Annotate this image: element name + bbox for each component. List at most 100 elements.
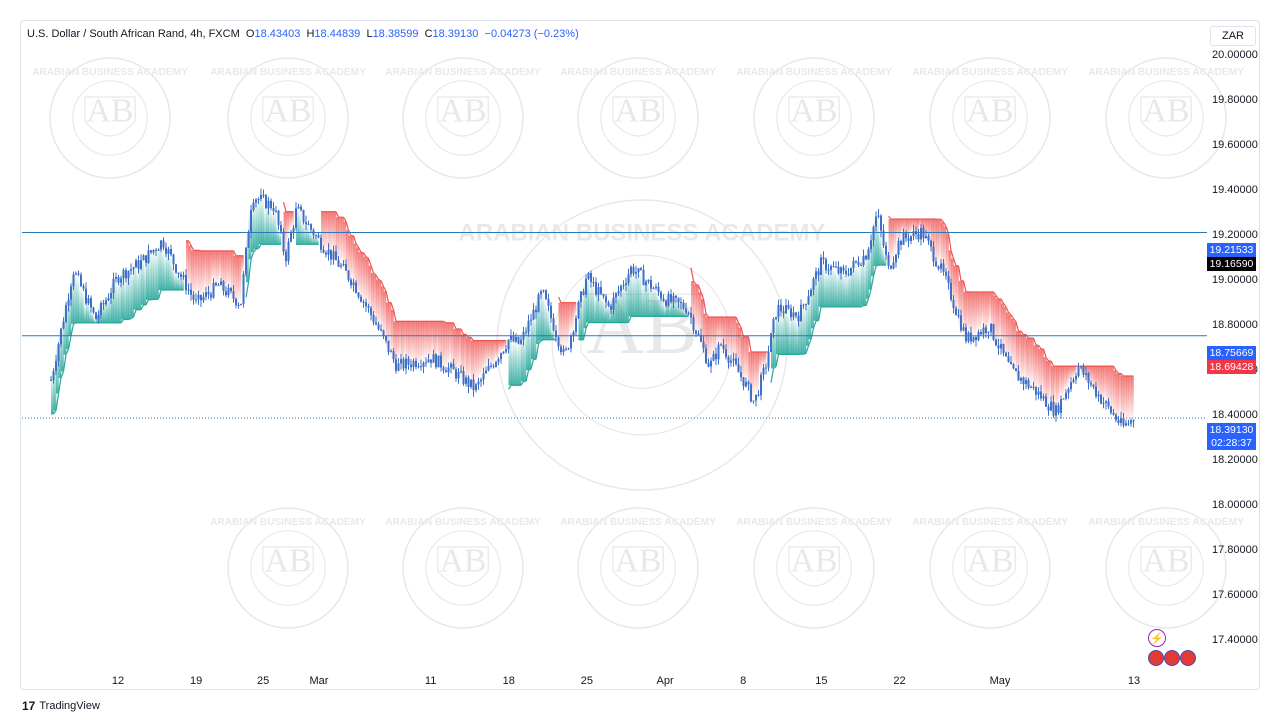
candle [202,292,205,304]
trailing-stop-segment [1128,376,1132,421]
trailing-stop-segment [1008,314,1012,365]
candle [297,203,300,209]
trailing-stop-line [508,384,512,390]
candle [1055,402,1058,422]
trailing-stop-segment [578,291,582,340]
candle [372,310,375,326]
candle [450,361,453,374]
trailing-stop-segment [418,321,422,367]
trailing-stop-segment [393,321,397,371]
trailing-stop-segment [976,291,979,333]
candle [502,351,505,355]
candle [495,360,498,368]
trailing-stop-segment [273,210,277,245]
candle [302,209,305,225]
trailing-stop-segment [838,267,842,307]
currency-button[interactable]: ZAR [1210,26,1256,46]
trailing-stop-segment [673,297,677,317]
candle [897,237,900,259]
trailing-stop-segment [236,255,239,306]
candle [1132,419,1135,428]
candle [917,228,920,243]
candle [562,345,565,356]
watermark-text: ARABIAN BUSINESS ACADEMY [458,220,825,247]
candle [1125,420,1128,427]
candle [705,344,708,365]
candle [712,350,715,362]
candle [775,316,778,321]
candle [472,373,475,397]
candle [585,274,588,298]
candle [795,311,798,319]
us-flag-icon[interactable] [1164,650,1180,666]
trailing-stop-segment [1003,306,1007,357]
candle [97,310,100,324]
trailing-stop-segment [471,340,474,391]
trailing-stop-line [53,410,57,415]
trailing-stop-segment [173,272,177,290]
tradingview-brand[interactable]: 17 TradingView [22,699,100,713]
us-flag-icon[interactable] [1148,650,1164,666]
candle [392,348,395,363]
trailing-stop-segment [513,336,517,386]
candle [822,251,825,265]
candle [757,390,760,397]
candle [260,188,263,202]
trailing-stop-line [120,319,124,324]
trailing-stop-segment [381,286,384,336]
candle [212,278,215,299]
trailing-stop-segment [791,312,794,355]
trailing-stop-segment [803,303,807,354]
candle [702,336,705,353]
lightning-icon[interactable]: ⚡ [1148,629,1166,647]
trailing-stop-segment [93,319,97,323]
candle [95,311,98,320]
candle [957,309,960,319]
candle [100,300,103,318]
trailing-stop-segment [553,337,557,340]
trailing-stop-segment [441,321,444,371]
trailing-stop-segment [153,250,157,300]
trailing-stop-segment [276,225,279,245]
candle [725,344,728,360]
candle [905,230,908,243]
candle [172,253,175,271]
candle [230,286,233,294]
x-tick-label: Mar [309,675,329,687]
us-flag-icon[interactable] [1180,650,1196,666]
trailing-stop-line [747,336,752,353]
trailing-stop-segment [438,321,442,368]
candle [930,239,933,252]
trailing-stop-segment [668,301,672,317]
x-tick-label: 12 [111,675,125,687]
trailing-stop-segment [763,351,767,368]
candle [742,376,745,391]
candle [755,394,758,407]
trailing-stop-segment [806,296,809,346]
watermark-badge: AB ARABIAN BUSINESS ACADEMY [32,57,188,179]
trailing-stop-segment [501,340,504,352]
trailing-stop-segment [828,266,832,307]
candle [1025,377,1028,389]
trailing-stop-segment [961,280,964,328]
trailing-stop-segment [366,258,369,308]
trailing-stop-line [957,265,962,281]
trailing-stop-line [70,323,75,336]
y-tick-label: 18.00000 [1212,499,1258,511]
candle [1062,398,1065,400]
watermark-monogram: AB [966,92,1013,129]
candle [330,249,333,266]
trailing-stop-segment [996,298,999,349]
trailing-stop-segment [786,308,789,355]
trailing-stop-line [702,298,707,314]
trailing-stop-segment [256,198,259,249]
trailing-stop-line [697,285,702,293]
watermark-monogram: AB [790,92,837,129]
trailing-stop-line [130,316,134,320]
trailing-stop-segment [603,302,607,323]
trailing-stop-segment [591,282,594,323]
candle [657,282,660,296]
candle [107,293,110,302]
candle [525,327,528,336]
